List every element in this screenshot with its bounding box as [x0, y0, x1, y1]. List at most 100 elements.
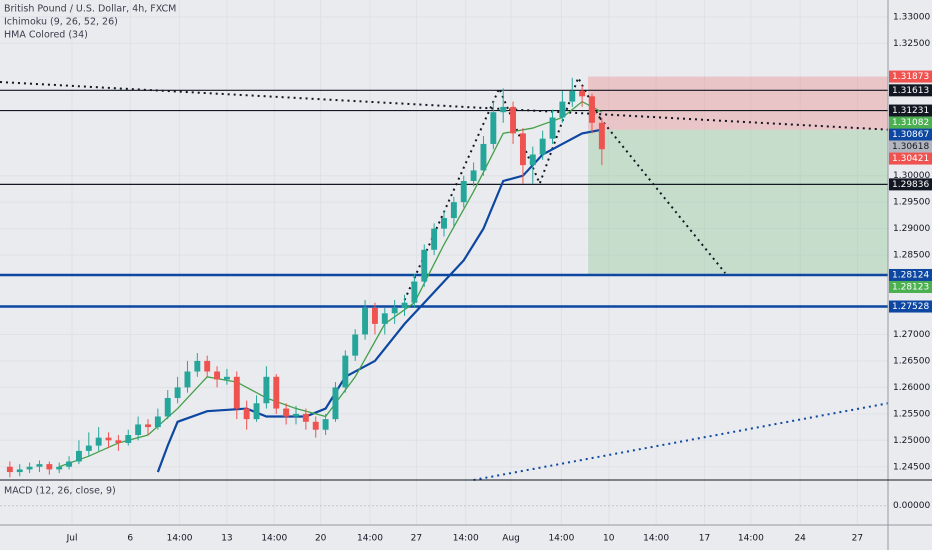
price-label-bg [889, 152, 932, 165]
y-tick-label: 1.25500 [893, 409, 930, 419]
y-tick-label: 1.28500 [893, 251, 930, 261]
candle-body [470, 170, 477, 181]
candle-body [460, 180, 467, 203]
candle-body [598, 122, 605, 150]
price-label: 1.30618 [892, 142, 929, 152]
plot [0, 75, 889, 481]
candle-body [263, 376, 270, 404]
candle-body [16, 469, 23, 473]
candle-body [26, 466, 33, 470]
price-label: 1.31082 [892, 118, 929, 128]
candle-body [135, 424, 142, 436]
macd-tick-label: 0.00000 [893, 501, 930, 511]
candle-body [66, 461, 73, 467]
candle-body [371, 308, 378, 324]
candle-body [56, 466, 63, 470]
price-label-bg [889, 128, 932, 141]
x-tick-label: 13 [221, 534, 232, 544]
candle-body [75, 450, 82, 462]
candle-body [223, 376, 230, 380]
x-tick-label: 14:00 [261, 534, 287, 544]
price-label-bg [889, 268, 932, 281]
candle-body [549, 117, 556, 139]
candle-body [480, 143, 487, 171]
price-label-bg [889, 280, 932, 293]
y-tick-label: 1.26000 [893, 383, 930, 393]
price-label-bg [889, 84, 932, 97]
candle-body [431, 228, 438, 250]
candle-body [450, 202, 457, 219]
candle-body [273, 376, 280, 409]
candle-body [85, 445, 92, 451]
price-label: 1.31613 [892, 86, 929, 96]
candle-body [125, 435, 132, 443]
candle-body [342, 355, 349, 388]
price-label-bg [889, 104, 932, 117]
x-tick-label: 14:00 [453, 534, 479, 544]
x-tick-label: 10 [603, 534, 615, 544]
price-label-bg [889, 178, 932, 191]
candle-body [204, 360, 211, 372]
candle-body [115, 440, 122, 443]
x-tick-label: 6 [127, 534, 133, 544]
candle-body [145, 424, 151, 428]
price-label: 1.31231 [892, 106, 929, 116]
candle-body [500, 106, 507, 113]
candle-body [569, 91, 576, 102]
x-tick-label: 27 [852, 534, 863, 544]
price-label: 1.27528 [892, 302, 929, 312]
trendline [473, 402, 889, 481]
x-tick-label: 14:00 [738, 534, 764, 544]
price-label: 1.28123 [892, 282, 929, 292]
candle-body [283, 408, 290, 417]
x-tick-label: 17 [699, 534, 710, 544]
candle-body [322, 419, 329, 430]
y-tick-label: 1.27000 [893, 330, 930, 340]
candle-body [154, 416, 161, 428]
candle-body [529, 154, 536, 166]
candle-body [441, 218, 447, 229]
candle-body [164, 397, 171, 417]
price-label-bg [889, 140, 932, 153]
y-tick-label: 1.32500 [893, 39, 930, 49]
x-tick-label: Aug [502, 534, 520, 544]
target-zone [588, 129, 888, 276]
candle-body [381, 313, 388, 324]
candle-body [293, 413, 299, 417]
price-label: 1.29836 [892, 180, 929, 190]
candle-body [184, 371, 191, 388]
price-label: 1.30867 [892, 130, 929, 140]
y-tick-label: 1.25000 [893, 436, 930, 446]
candle-body [401, 302, 408, 309]
x-tick-label: 14:00 [167, 534, 193, 544]
candle-body [352, 334, 359, 356]
y-tick-label: 1.24500 [893, 462, 930, 472]
price-label-bg [889, 300, 932, 313]
candle-body [6, 466, 13, 473]
y-tick-label: 1.30000 [893, 171, 930, 181]
price-label: 1.30421 [892, 154, 929, 164]
candle-body [233, 376, 240, 409]
candle-body [519, 133, 526, 166]
chart-title: British Pound / U.S. Dollar, 4h, FXCM [4, 4, 176, 15]
candle-body [510, 106, 517, 134]
candle-body [362, 308, 369, 335]
macd-title: MACD (12, 26, close, 9) [4, 486, 116, 497]
candle-body [579, 91, 586, 97]
candle-body [194, 360, 201, 372]
trendline [0, 81, 889, 131]
candle-body [332, 387, 339, 420]
x-tick-label: 27 [411, 534, 422, 544]
candle-body [105, 437, 112, 441]
y-tick-label: 1.33000 [893, 12, 930, 22]
candle-body [539, 138, 546, 155]
indicator-line [156, 128, 603, 473]
candle-body [490, 112, 497, 144]
indicator-line [58, 100, 603, 468]
trendline [403, 75, 601, 301]
y-tick-label: 1.29500 [893, 198, 930, 208]
candle-body [243, 408, 250, 420]
x-tick-label: 20 [315, 534, 327, 544]
